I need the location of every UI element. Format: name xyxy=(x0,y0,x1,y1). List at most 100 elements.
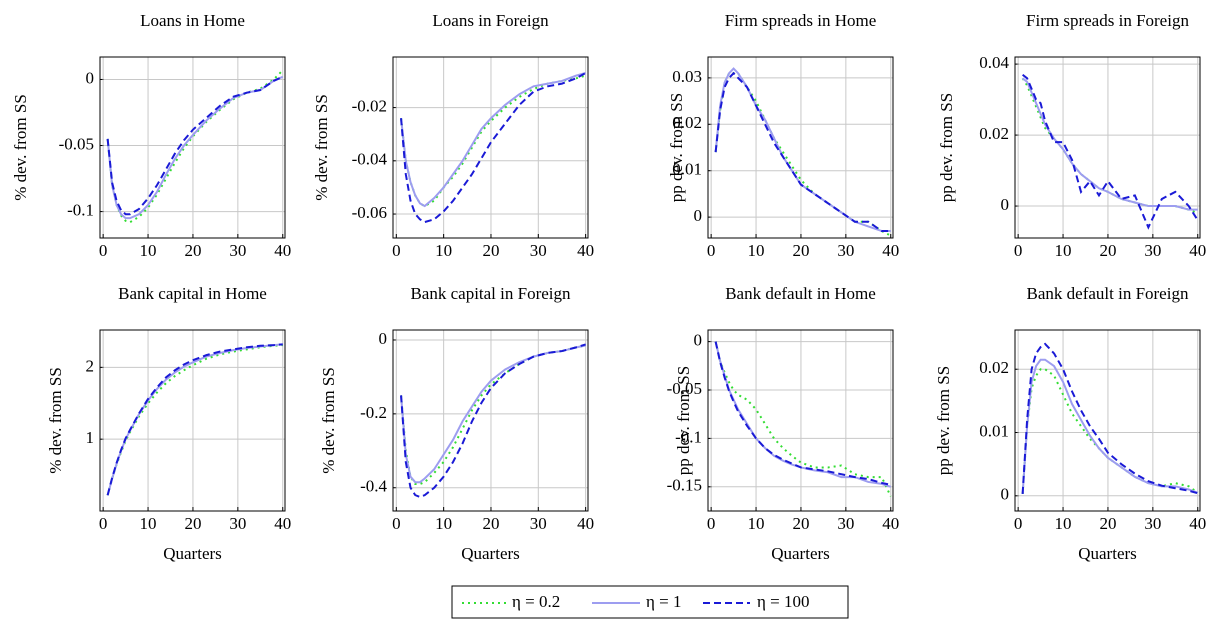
series-line xyxy=(1022,77,1198,211)
series-line xyxy=(400,344,586,486)
series-line xyxy=(400,72,586,208)
y-tick-label: 1 xyxy=(86,428,95,447)
y-axis-label: pp dev. from SS xyxy=(674,366,693,475)
y-axis-label: % dev. from SS xyxy=(312,94,331,201)
x-tick-label: 40 xyxy=(274,514,291,533)
y-tick-label: 0 xyxy=(1001,195,1010,214)
series-line xyxy=(106,343,283,496)
y-axis-label: pp dev. from SS xyxy=(937,93,956,202)
chart-title: Bank default in Foreign xyxy=(1027,284,1189,303)
y-tick-label: -0.05 xyxy=(59,134,94,153)
y-tick-label: -0.15 xyxy=(667,476,702,495)
x-tick-label: 30 xyxy=(530,241,547,260)
y-tick-label: 0.04 xyxy=(979,53,1009,72)
x-tick-label: 20 xyxy=(184,241,201,260)
series-line xyxy=(400,344,586,484)
x-tick-label: 40 xyxy=(1189,241,1206,260)
plot-frame xyxy=(1014,56,1201,239)
x-tick-label: 10 xyxy=(140,514,157,533)
y-tick-label: 0.02 xyxy=(979,124,1009,143)
x-tick-label: 40 xyxy=(577,514,594,533)
plot-frame xyxy=(1014,329,1201,512)
chart-title: Loans in Home xyxy=(140,11,245,30)
x-tick-label: 0 xyxy=(707,241,716,260)
chart-title: Firm spreads in Home xyxy=(725,11,877,30)
legend-label: η = 100 xyxy=(757,592,809,611)
x-tick-label: 20 xyxy=(1099,514,1116,533)
x-tick-label: 10 xyxy=(748,241,765,260)
x-axis-label: Quarters xyxy=(461,544,520,563)
plot-frame xyxy=(707,329,894,512)
legend-label: η = 1 xyxy=(646,592,681,611)
series-line xyxy=(106,75,284,216)
x-tick-label: 20 xyxy=(1099,241,1116,260)
x-tick-label: 10 xyxy=(435,241,452,260)
series-line xyxy=(1021,358,1199,494)
x-tick-label: 20 xyxy=(792,241,809,260)
series-line xyxy=(400,72,587,224)
y-tick-label: 0.02 xyxy=(979,358,1009,377)
plot-frame xyxy=(392,56,589,239)
series-line xyxy=(714,71,891,233)
x-tick-label: 30 xyxy=(1144,241,1161,260)
y-tick-label: -0.02 xyxy=(352,96,387,115)
legend-label: η = 0.2 xyxy=(512,592,560,611)
x-tick-label: 10 xyxy=(1055,241,1072,260)
series-line xyxy=(1021,368,1199,494)
y-tick-label: 0.01 xyxy=(672,160,702,179)
x-tick-label: 10 xyxy=(1055,514,1072,533)
x-tick-label: 0 xyxy=(99,241,108,260)
x-tick-label: 30 xyxy=(1144,514,1161,533)
x-tick-label: 0 xyxy=(392,241,401,260)
series-line xyxy=(714,67,891,233)
x-tick-label: 40 xyxy=(274,241,291,260)
y-axis-label: pp dev. from SS xyxy=(934,366,953,475)
chart-title: Bank capital in Home xyxy=(118,284,267,303)
x-tick-label: 20 xyxy=(482,241,499,260)
y-tick-label: -0.05 xyxy=(667,379,702,398)
legend-box xyxy=(451,585,849,619)
series-line xyxy=(400,74,586,208)
x-tick-label: 40 xyxy=(1189,514,1206,533)
series-line xyxy=(714,341,891,486)
x-tick-label: 30 xyxy=(837,241,854,260)
series-line xyxy=(714,72,892,237)
plot-frame xyxy=(99,329,286,512)
y-tick-label: 0 xyxy=(1001,485,1010,504)
y-tick-label: -0.4 xyxy=(360,477,387,496)
y-tick-label: 2 xyxy=(86,356,95,375)
y-tick-label: 0.02 xyxy=(672,113,702,132)
plot-frame xyxy=(99,56,286,239)
x-tick-label: 20 xyxy=(482,514,499,533)
x-tick-label: 40 xyxy=(882,241,899,260)
y-axis-label: % dev. from SS xyxy=(46,367,65,474)
x-axis-label: Quarters xyxy=(771,544,830,563)
plot-frame xyxy=(392,329,589,512)
x-tick-label: 0 xyxy=(392,514,401,533)
y-tick-label: -0.06 xyxy=(352,203,387,222)
x-tick-label: 30 xyxy=(229,514,246,533)
x-tick-label: 40 xyxy=(882,514,899,533)
y-tick-label: -0.04 xyxy=(352,150,388,169)
series-line xyxy=(714,341,892,488)
series-line xyxy=(106,69,284,224)
x-tick-label: 20 xyxy=(184,514,201,533)
chart-title: Bank capital in Foreign xyxy=(410,284,571,303)
chart-title: Firm spreads in Foreign xyxy=(1026,11,1189,30)
x-tick-label: 10 xyxy=(435,514,452,533)
y-tick-label: 0 xyxy=(379,329,388,348)
x-axis-label: Quarters xyxy=(163,544,222,563)
y-axis-label: pp dev. from SS xyxy=(667,93,686,202)
y-tick-label: -0.1 xyxy=(675,427,702,446)
series-line xyxy=(400,343,586,499)
chart-title: Bank default in Home xyxy=(725,284,876,303)
y-tick-label: 0.03 xyxy=(672,67,702,86)
series-line xyxy=(1022,73,1199,230)
plot-frame xyxy=(707,56,894,239)
chart-title: Loans in Foreign xyxy=(432,11,549,30)
x-tick-label: 30 xyxy=(530,514,547,533)
y-axis-label: % dev. from SS xyxy=(11,94,30,201)
x-tick-label: 20 xyxy=(792,514,809,533)
x-tick-label: 40 xyxy=(577,241,594,260)
